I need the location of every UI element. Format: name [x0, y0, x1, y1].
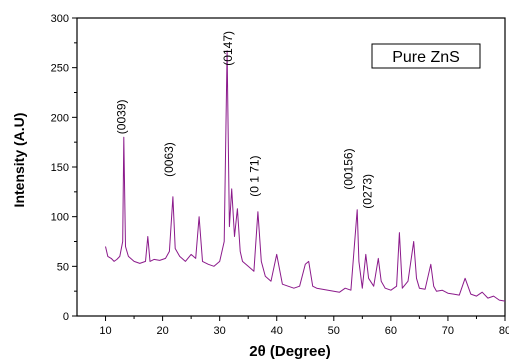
y-axis: 0 50 100 150 200 250 300: [51, 13, 77, 323]
x-axis: 10 20 30 40 50 60 70 80: [99, 316, 509, 337]
x-tick-label: 80: [499, 325, 509, 337]
legend-label: Pure ZnS: [392, 49, 460, 66]
y-tick-label: 200: [51, 112, 69, 124]
peak-label: (0063): [162, 142, 176, 177]
peak-label: (0147): [221, 31, 235, 66]
x-tick-label: 70: [442, 325, 454, 337]
y-axis-title: Intensity (A.U): [11, 113, 27, 208]
peak-labels: (0039) (0063) (0147) (0 1 71) (00156) (0273): [115, 31, 375, 209]
peak-label: (0 1 71): [248, 155, 262, 196]
peak-label: (00156): [342, 148, 356, 189]
legend-border: [371, 43, 481, 69]
peak-label: (0039): [115, 100, 129, 135]
y-tick-label: 50: [57, 261, 69, 273]
x-tick-label: 10: [99, 325, 111, 337]
x-tick-label: 40: [271, 325, 283, 337]
peak-label: (0273): [361, 174, 375, 209]
x-tick-label: 50: [328, 325, 340, 337]
y-tick-label: 0: [63, 311, 69, 323]
x-tick-label: 20: [156, 325, 168, 337]
y-tick-label: 100: [51, 212, 69, 224]
y-tick-label: 300: [51, 13, 69, 25]
y-tick-label: 150: [51, 162, 69, 174]
x-axis-title: 2θ (Degree): [249, 343, 330, 360]
y-tick-label: 250: [51, 63, 69, 75]
series-line-pure-zns: [105, 50, 506, 302]
x-tick-label: 30: [214, 325, 226, 337]
legend-box: Pure ZnS: [371, 43, 481, 69]
x-tick-label: 60: [385, 325, 397, 337]
